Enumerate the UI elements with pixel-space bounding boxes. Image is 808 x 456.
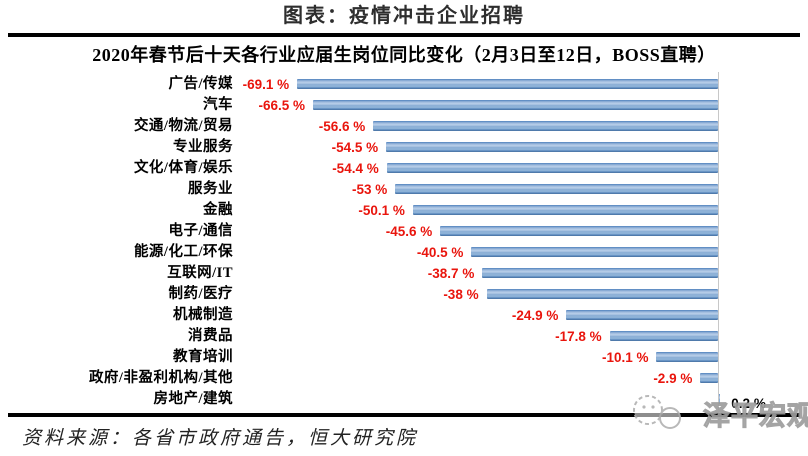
chart-row: 政府/非盈利机构/其他 -2.9 % <box>0 368 808 389</box>
category-label: 电子/通信 <box>168 222 233 239</box>
value-label: -54.4 % <box>332 160 379 176</box>
chart-row: 金融 -50.1 % <box>0 200 808 221</box>
bar <box>656 352 718 362</box>
value-label: -66.5 % <box>258 97 306 113</box>
category-label: 专业服务 <box>173 138 233 155</box>
category-label: 文化/体育/娱乐 <box>133 159 233 176</box>
bottom-divider <box>8 413 800 417</box>
chart-title: 2020年春节后十天各行业应届生岗位同比变化（2月3日至12日，BOSS直聘） <box>92 45 716 65</box>
bar <box>313 100 718 110</box>
chart-row: 专业服务 -54.5 % <box>0 137 808 158</box>
chart-row: 机械制造 -24.9 % <box>0 305 808 326</box>
category-label: 汽车 <box>203 96 233 113</box>
chart-row: 消费品 -17.8 % <box>0 326 808 347</box>
category-label: 广告/传媒 <box>168 75 233 92</box>
category-label: 互联网/IT <box>167 264 233 281</box>
bar <box>700 373 718 383</box>
chart-row: 教育培训 -10.1 % <box>0 347 808 368</box>
top-divider <box>8 33 800 37</box>
chart-row: 文化/体育/娱乐 -54.4 % <box>0 158 808 179</box>
bar <box>719 394 721 404</box>
category-label: 服务业 <box>188 180 233 197</box>
category-label: 房地产/建筑 <box>153 390 233 407</box>
value-label: -69.1 % <box>242 76 290 92</box>
chart-row: 交通/物流/贸易 -56.6 % <box>0 116 808 137</box>
value-label: -38.7 % <box>427 265 475 281</box>
watermark: 泽平宏观 <box>626 392 808 434</box>
value-label: -17.8 % <box>555 328 602 344</box>
bar <box>386 142 718 152</box>
chart-row: 汽车 -66.5 % <box>0 95 808 116</box>
bar <box>297 79 718 89</box>
category-label: 交通/物流/贸易 <box>133 117 233 134</box>
chart-row: 广告/传媒 -69.1 % <box>0 74 808 95</box>
bar <box>412 205 718 215</box>
category-label: 金融 <box>203 201 233 218</box>
bar <box>486 289 718 299</box>
bar <box>373 121 718 131</box>
bar <box>471 247 718 257</box>
bar <box>386 163 718 173</box>
watermark-text: 泽平宏观 <box>702 400 808 431</box>
chart-row: 互联网/IT -38.7 % <box>0 263 808 284</box>
category-label: 机械制造 <box>173 306 233 323</box>
value-label: -10.1 % <box>601 349 649 365</box>
chart-row: 制药/医疗 -38 % <box>0 284 808 305</box>
bar <box>440 226 718 236</box>
bar-chart: 广告/传媒 -69.1 % 汽车 -66.5 % 交通/物流/贸易 -56.6 % 专业服务… <box>0 72 808 412</box>
chart-row: 能源/化工/环保 -40.5 % <box>0 242 808 263</box>
bar <box>609 331 718 341</box>
category-label: 制药/医疗 <box>168 285 233 302</box>
category-label: 教育培训 <box>173 348 233 365</box>
chat-bubbles-logo-icon <box>633 395 681 429</box>
value-label: -38 % <box>443 286 479 302</box>
category-label: 能源/化工/环保 <box>133 243 233 260</box>
value-label: -50.1 % <box>358 202 405 218</box>
value-label: -45.6 % <box>385 223 433 239</box>
value-label: -56.6 % <box>318 118 366 134</box>
zero-axis-line <box>718 72 720 410</box>
value-label: -53 % <box>351 181 388 197</box>
category-label: 消费品 <box>188 327 233 344</box>
source-note: 资料来源：各省市政府通告，恒大研究院 <box>22 428 419 449</box>
chart-row: 服务业 -53 % <box>0 179 808 200</box>
bar <box>482 268 718 278</box>
category-label: 政府/非盈利机构/其他 <box>88 369 233 386</box>
chart-row: 电子/通信 -45.6 % <box>0 221 808 242</box>
value-label: -40.5 % <box>416 244 464 260</box>
figure-title: 图表：疫情冲击企业招聘 <box>283 5 525 27</box>
value-label: -54.5 % <box>331 139 379 155</box>
chart-row: 房地产/建筑 0.2 % <box>0 389 808 411</box>
value-label: -2.9 % <box>653 370 693 386</box>
value-label: -24.9 % <box>511 307 559 323</box>
bar <box>566 310 718 320</box>
value-label: 0.2 % <box>731 395 766 411</box>
bar <box>395 184 718 194</box>
